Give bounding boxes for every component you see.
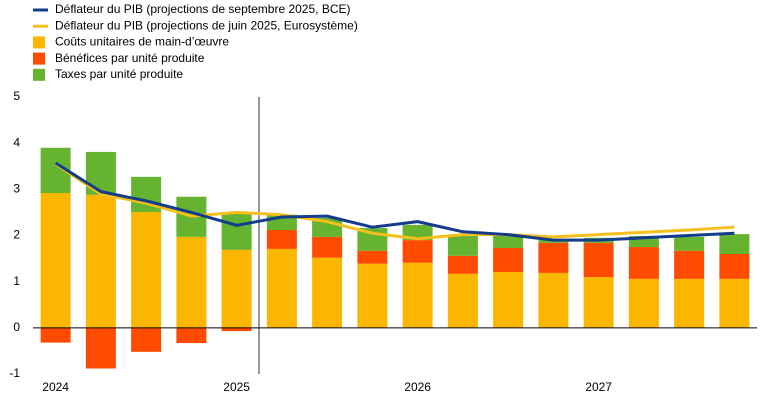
bar bbox=[493, 235, 524, 248]
bar bbox=[85, 194, 116, 328]
x-tick-label: 2025 bbox=[223, 380, 250, 394]
bar bbox=[493, 247, 524, 272]
x-tick-label: 2027 bbox=[585, 380, 612, 394]
bar bbox=[538, 272, 569, 328]
bar bbox=[719, 278, 750, 328]
bar bbox=[583, 242, 614, 278]
bar bbox=[221, 212, 252, 250]
bar bbox=[176, 236, 207, 328]
line bbox=[54, 161, 735, 242]
legend-label: Coûts unitaires de main-d’œuvre bbox=[55, 35, 229, 49]
y-tick-label: 3 bbox=[13, 182, 20, 196]
bar bbox=[674, 278, 705, 328]
bar bbox=[131, 327, 162, 352]
bar bbox=[40, 327, 71, 343]
bar bbox=[674, 236, 705, 251]
bar bbox=[583, 277, 614, 328]
bar bbox=[176, 327, 207, 344]
x-tick-label: 2026 bbox=[404, 380, 431, 394]
bar bbox=[628, 235, 659, 248]
bar bbox=[493, 271, 524, 328]
lines bbox=[54, 161, 735, 242]
y-tick-label: 4 bbox=[13, 135, 20, 149]
bar bbox=[221, 327, 252, 332]
legend-label: Taxes par unité produite bbox=[55, 67, 183, 81]
legend-swatch bbox=[33, 52, 45, 65]
bar bbox=[266, 229, 297, 249]
bar bbox=[447, 273, 478, 328]
bar bbox=[447, 235, 478, 256]
line bbox=[54, 162, 735, 241]
bars bbox=[40, 147, 750, 369]
bar bbox=[357, 263, 388, 328]
bar bbox=[719, 253, 750, 279]
bar bbox=[628, 278, 659, 328]
bar bbox=[357, 250, 388, 264]
bar bbox=[266, 248, 297, 328]
bar bbox=[221, 249, 252, 328]
y-tick-label: 5 bbox=[13, 89, 20, 103]
bar bbox=[131, 211, 162, 328]
bar bbox=[85, 327, 116, 369]
legend-label: Déflateur du PIB (projections de septemb… bbox=[55, 2, 351, 16]
bar bbox=[674, 250, 705, 279]
y-tick-label: 1 bbox=[13, 274, 20, 288]
bar bbox=[312, 257, 343, 328]
bar bbox=[447, 255, 478, 274]
y-tick-label: 2 bbox=[13, 228, 20, 242]
y-tick-label: -1 bbox=[9, 366, 20, 380]
legend-label: Déflateur du PIB (projections de juin 20… bbox=[55, 18, 358, 32]
legend-swatch bbox=[33, 68, 45, 81]
y-tick-label: 0 bbox=[13, 320, 20, 334]
bar bbox=[628, 247, 659, 279]
legend-swatch bbox=[33, 36, 45, 49]
bar bbox=[40, 193, 71, 328]
bar bbox=[402, 240, 433, 263]
bar bbox=[538, 242, 569, 273]
bar bbox=[402, 262, 433, 328]
x-tick-label: 2024 bbox=[42, 380, 69, 394]
legend-label: Bénéfices par unité produite bbox=[55, 51, 205, 65]
bar bbox=[312, 236, 343, 258]
bar bbox=[719, 234, 750, 254]
